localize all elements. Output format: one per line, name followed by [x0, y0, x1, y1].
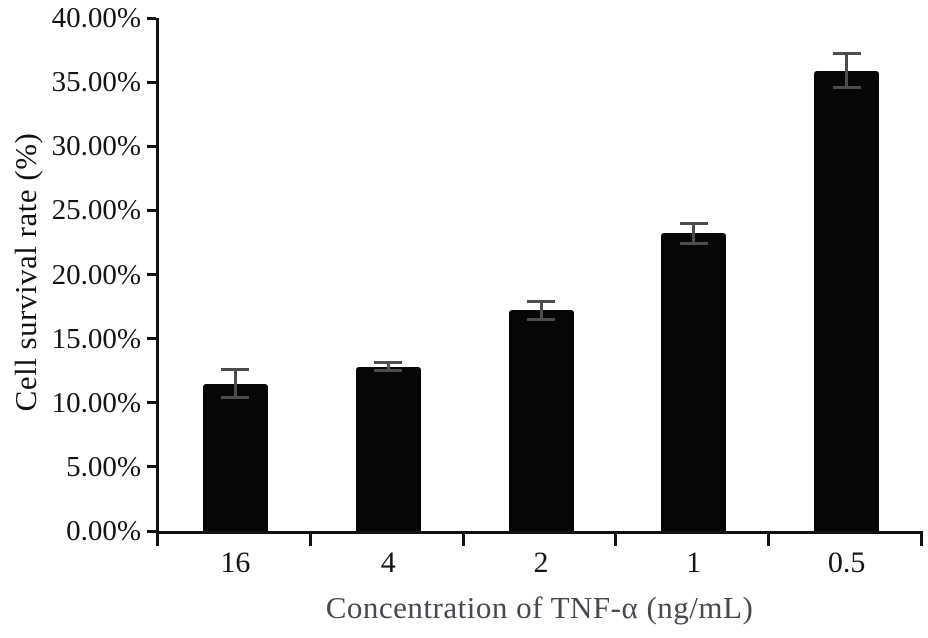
error-bar-stem	[692, 223, 696, 244]
x-tick-mark	[614, 534, 618, 546]
error-bar-bottom-cap	[221, 396, 250, 400]
x-tick-label: 4	[380, 546, 396, 579]
y-tick-label: 35.00%	[51, 66, 141, 99]
y-tick-label: 5.00%	[66, 450, 141, 483]
error-bar-top-cap	[527, 299, 555, 303]
x-tick-mark	[156, 534, 159, 546]
x-tick-mark	[767, 534, 771, 546]
bar	[814, 70, 880, 531]
x-axis-title: Concentration of TNF-α (ng/mL)	[325, 590, 754, 625]
error-bar-stem	[233, 369, 237, 398]
y-tick-mark	[147, 465, 156, 469]
error-bar-bottom-cap	[374, 369, 403, 373]
x-tick-label: 1	[686, 546, 702, 579]
error-bar-stem	[845, 53, 849, 88]
x-tick-mark	[920, 534, 923, 546]
error-bar-bottom-cap	[832, 85, 861, 89]
y-tick-mark	[147, 208, 156, 212]
y-tick-mark	[147, 401, 156, 405]
error-bar-top-cap	[832, 52, 861, 56]
y-tick-mark	[147, 529, 156, 533]
x-tick-label: 2	[533, 546, 549, 579]
error-bar-stem	[539, 301, 543, 320]
y-tick-mark	[147, 273, 156, 276]
x-tick-mark	[308, 534, 312, 546]
bar	[661, 233, 727, 531]
y-tick-label: 30.00%	[51, 130, 141, 163]
y-tick-mark	[147, 80, 156, 84]
x-tick-label: 16	[220, 546, 251, 579]
y-tick-label: 25.00%	[51, 194, 141, 227]
bar	[355, 366, 421, 531]
error-bar-bottom-cap	[679, 242, 708, 246]
error-bar-top-cap	[221, 367, 250, 371]
y-tick-mark	[147, 16, 156, 20]
bar	[202, 383, 268, 531]
x-tick-label: 0.5	[827, 546, 866, 579]
y-tick-mark	[147, 144, 156, 148]
y-tick-mark	[147, 337, 156, 341]
x-tick-mark	[461, 534, 465, 546]
error-bar-top-cap	[374, 361, 403, 365]
plot-area	[156, 18, 923, 534]
y-tick-label: 40.00%	[51, 2, 141, 34]
y-tick-label: 20.00%	[51, 258, 141, 291]
error-bar-bottom-cap	[527, 317, 555, 321]
y-tick-label: 10.00%	[51, 386, 141, 419]
y-tick-label: 15.00%	[51, 322, 141, 355]
error-bar-stem	[386, 362, 390, 371]
y-tick-label: 0.00%	[66, 515, 141, 547]
bar	[508, 310, 574, 531]
error-bar-top-cap	[679, 221, 708, 225]
